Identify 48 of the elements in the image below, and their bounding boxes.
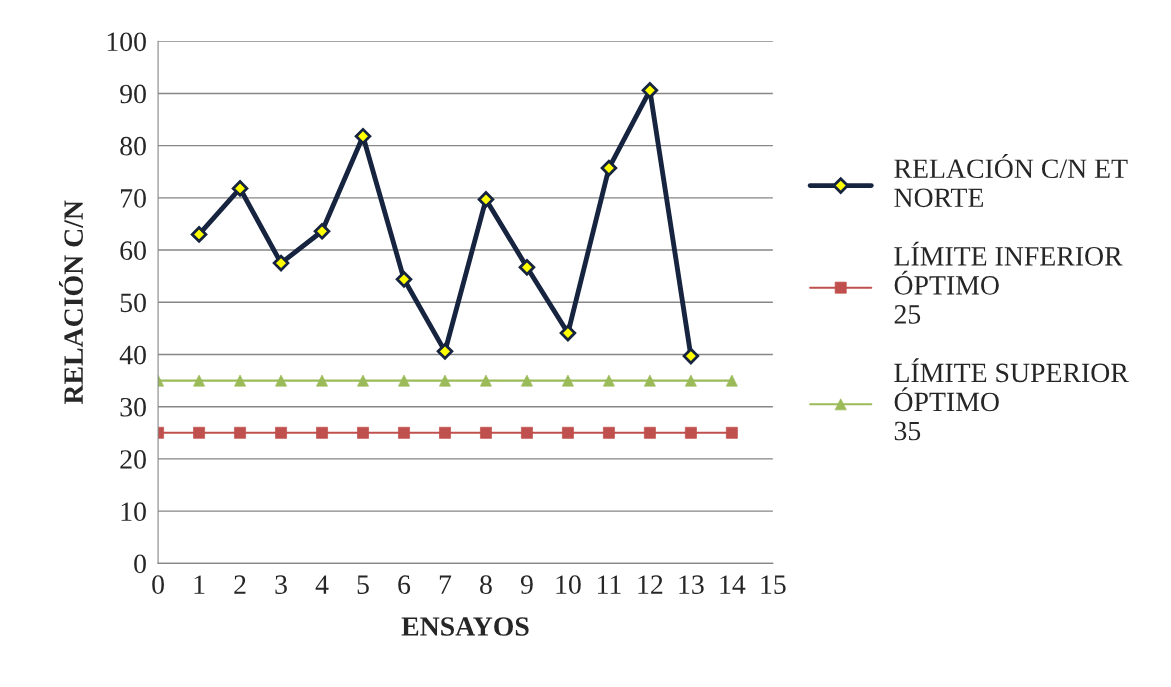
y-tick-label: 80 (120, 136, 146, 156)
point (600, 159, 618, 177)
point (231, 180, 249, 197)
point (559, 324, 577, 342)
x-tick-label: 6 (398, 575, 411, 594)
y-tick-label: 30 (120, 397, 146, 417)
x-tick-label: 8 (480, 575, 492, 594)
x-tick-label: 1 (194, 575, 205, 594)
point (190, 226, 208, 243)
point (234, 426, 246, 439)
y-tick-label: 40 (119, 345, 146, 365)
y-tick-label: 90 (120, 84, 146, 104)
point (521, 426, 533, 439)
y-tick-label: 50 (120, 293, 146, 313)
y-tick-label: 10 (121, 502, 146, 522)
x-tick-label: 11 (598, 575, 621, 594)
point (436, 343, 454, 360)
x-tick-label: 13 (679, 575, 704, 594)
point (313, 223, 331, 240)
x-tick-label: 3 (275, 575, 287, 594)
x-tick-label: 2 (234, 575, 246, 594)
x-tick-label: 7 (439, 575, 452, 594)
y-tick-label: 100 (107, 32, 146, 52)
point (477, 191, 495, 208)
point (395, 271, 413, 288)
y-tick-label: 70 (121, 189, 146, 208)
y-tick-label: 60 (120, 241, 146, 260)
point (480, 426, 492, 439)
point (354, 127, 372, 145)
y-axis-title: RELACIÓN C/N (58, 200, 83, 405)
x-tick-label: 4 (315, 575, 329, 594)
legend-label: RELACIÓN C/N ET NORTE (894, 154, 1128, 208)
point (272, 254, 290, 272)
y-tick-label: 0 (134, 554, 146, 574)
x-tick-label: 12 (638, 575, 663, 594)
x-tick-label: 5 (357, 575, 369, 594)
point (439, 426, 451, 439)
legend-label: LÍMITE SUPERIOR ÓPTIMO 35 (894, 358, 1129, 441)
x-tick-label: 15 (761, 575, 786, 594)
point (682, 347, 700, 365)
x-tick-label: 14 (720, 575, 746, 594)
x-tick-label: 10 (556, 575, 581, 594)
legend-label: LÍMITE INFERIOR ÓPTIMO 25 (894, 241, 1123, 324)
x-tick-label: 0 (152, 575, 164, 594)
x-axis-title: ENSAYOS (401, 617, 529, 636)
point (518, 259, 536, 276)
x-tick-label: 9 (520, 575, 533, 594)
y-tick-label: 20 (120, 450, 146, 469)
